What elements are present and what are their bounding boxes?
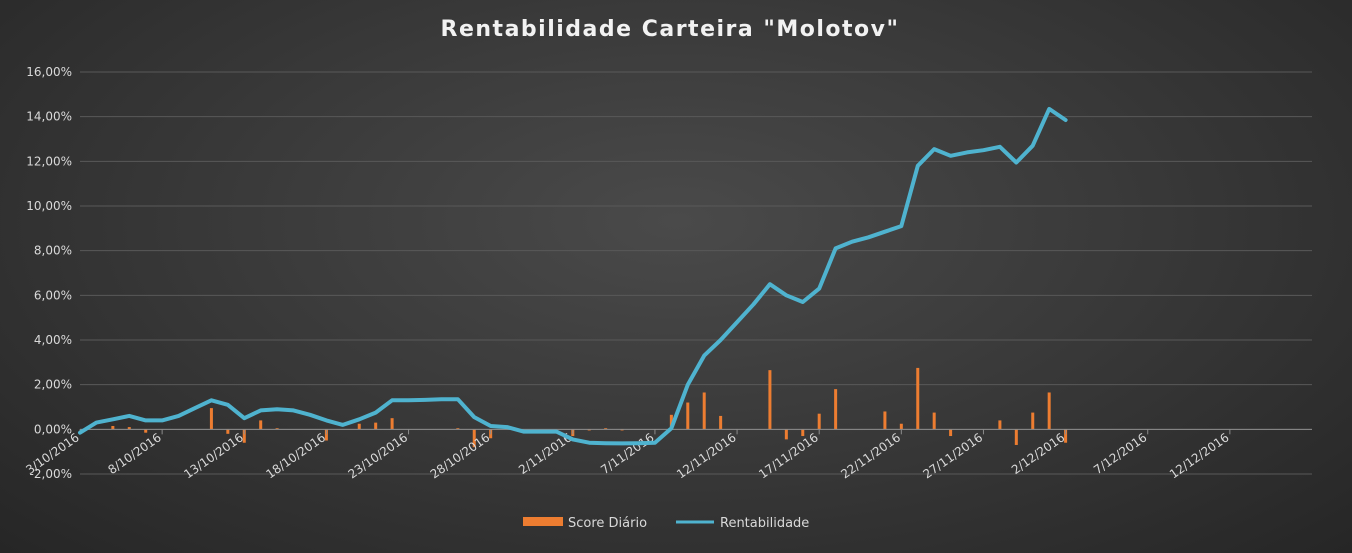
bar-score-diario	[1064, 429, 1068, 443]
y-tick-label: 8,00%	[34, 244, 72, 258]
y-tick-label: 16,00%	[26, 65, 72, 79]
bar-score-diario	[899, 423, 903, 430]
y-tick-label: 4,00%	[34, 333, 72, 347]
legend: Score Diário Rentabilidade	[523, 516, 809, 531]
bar-score-diario	[242, 429, 246, 443]
bar-score-diario	[620, 429, 624, 431]
legend-swatch-score-diario	[523, 517, 563, 526]
bar-score-diario	[916, 367, 920, 430]
x-tick-label: 7/11/2016	[598, 430, 656, 477]
bar-score-diario	[209, 408, 213, 430]
bar-series-score-diario	[111, 367, 1068, 448]
y-tick-label: -2,00%	[30, 467, 72, 481]
bar-score-diario	[111, 425, 115, 430]
y-tick-label: 2,00%	[34, 378, 72, 392]
y-tick-label: 12,00%	[26, 154, 72, 168]
y-tick-label: 10,00%	[26, 199, 72, 213]
y-tick-label: 0,00%	[34, 422, 72, 436]
bar-score-diario	[456, 428, 460, 430]
bar-score-diario	[784, 429, 788, 440]
bar-score-diario	[834, 389, 838, 430]
bar-score-diario	[604, 428, 608, 430]
bar-score-diario	[719, 415, 723, 430]
bar-score-diario	[932, 412, 936, 430]
legend-label-score-diario: Score Diário	[568, 516, 647, 531]
x-tick-label: 8/10/2016	[105, 430, 163, 477]
line-series-rentabilidade	[78, 106, 1068, 446]
bar-score-diario	[324, 429, 328, 441]
y-tick-label: 6,00%	[34, 288, 72, 302]
bar-score-diario	[226, 429, 230, 434]
bar-score-diario	[998, 420, 1002, 430]
bar-score-diario	[374, 422, 378, 430]
bar-score-diario	[127, 427, 131, 430]
bar-score-diario	[275, 428, 279, 430]
bar-score-diario	[1031, 412, 1035, 430]
bar-score-diario	[144, 429, 148, 433]
bar-score-diario	[587, 429, 591, 431]
y-tick-label: 14,00%	[26, 110, 72, 124]
bar-score-diario	[1047, 392, 1051, 430]
bar-score-diario	[472, 429, 476, 448]
x-tick-label: 7/12/2016	[1091, 430, 1149, 477]
bar-score-diario	[390, 418, 394, 430]
y-axis-ticks: -2,00% 0,00% 2,00% 4,00% 6,00% 8,00% 10,00% 12,…	[26, 65, 72, 481]
bar-score-diario	[801, 429, 805, 437]
bar-score-diario	[686, 402, 690, 430]
legend-label-rentabilidade: Rentabilidade	[720, 516, 809, 531]
bar-score-diario	[259, 420, 263, 430]
bar-score-diario	[768, 370, 772, 430]
bar-score-diario	[817, 413, 821, 430]
bar-score-diario	[669, 414, 673, 430]
bar-score-diario	[357, 423, 361, 430]
bar-score-diario	[1014, 429, 1018, 445]
bar-score-diario	[949, 429, 953, 437]
chart-title: Rentabilidade Carteira "Molotov"	[441, 17, 900, 42]
bar-score-diario	[702, 392, 706, 430]
gridlines	[80, 71, 1312, 475]
bar-score-diario	[883, 411, 887, 430]
